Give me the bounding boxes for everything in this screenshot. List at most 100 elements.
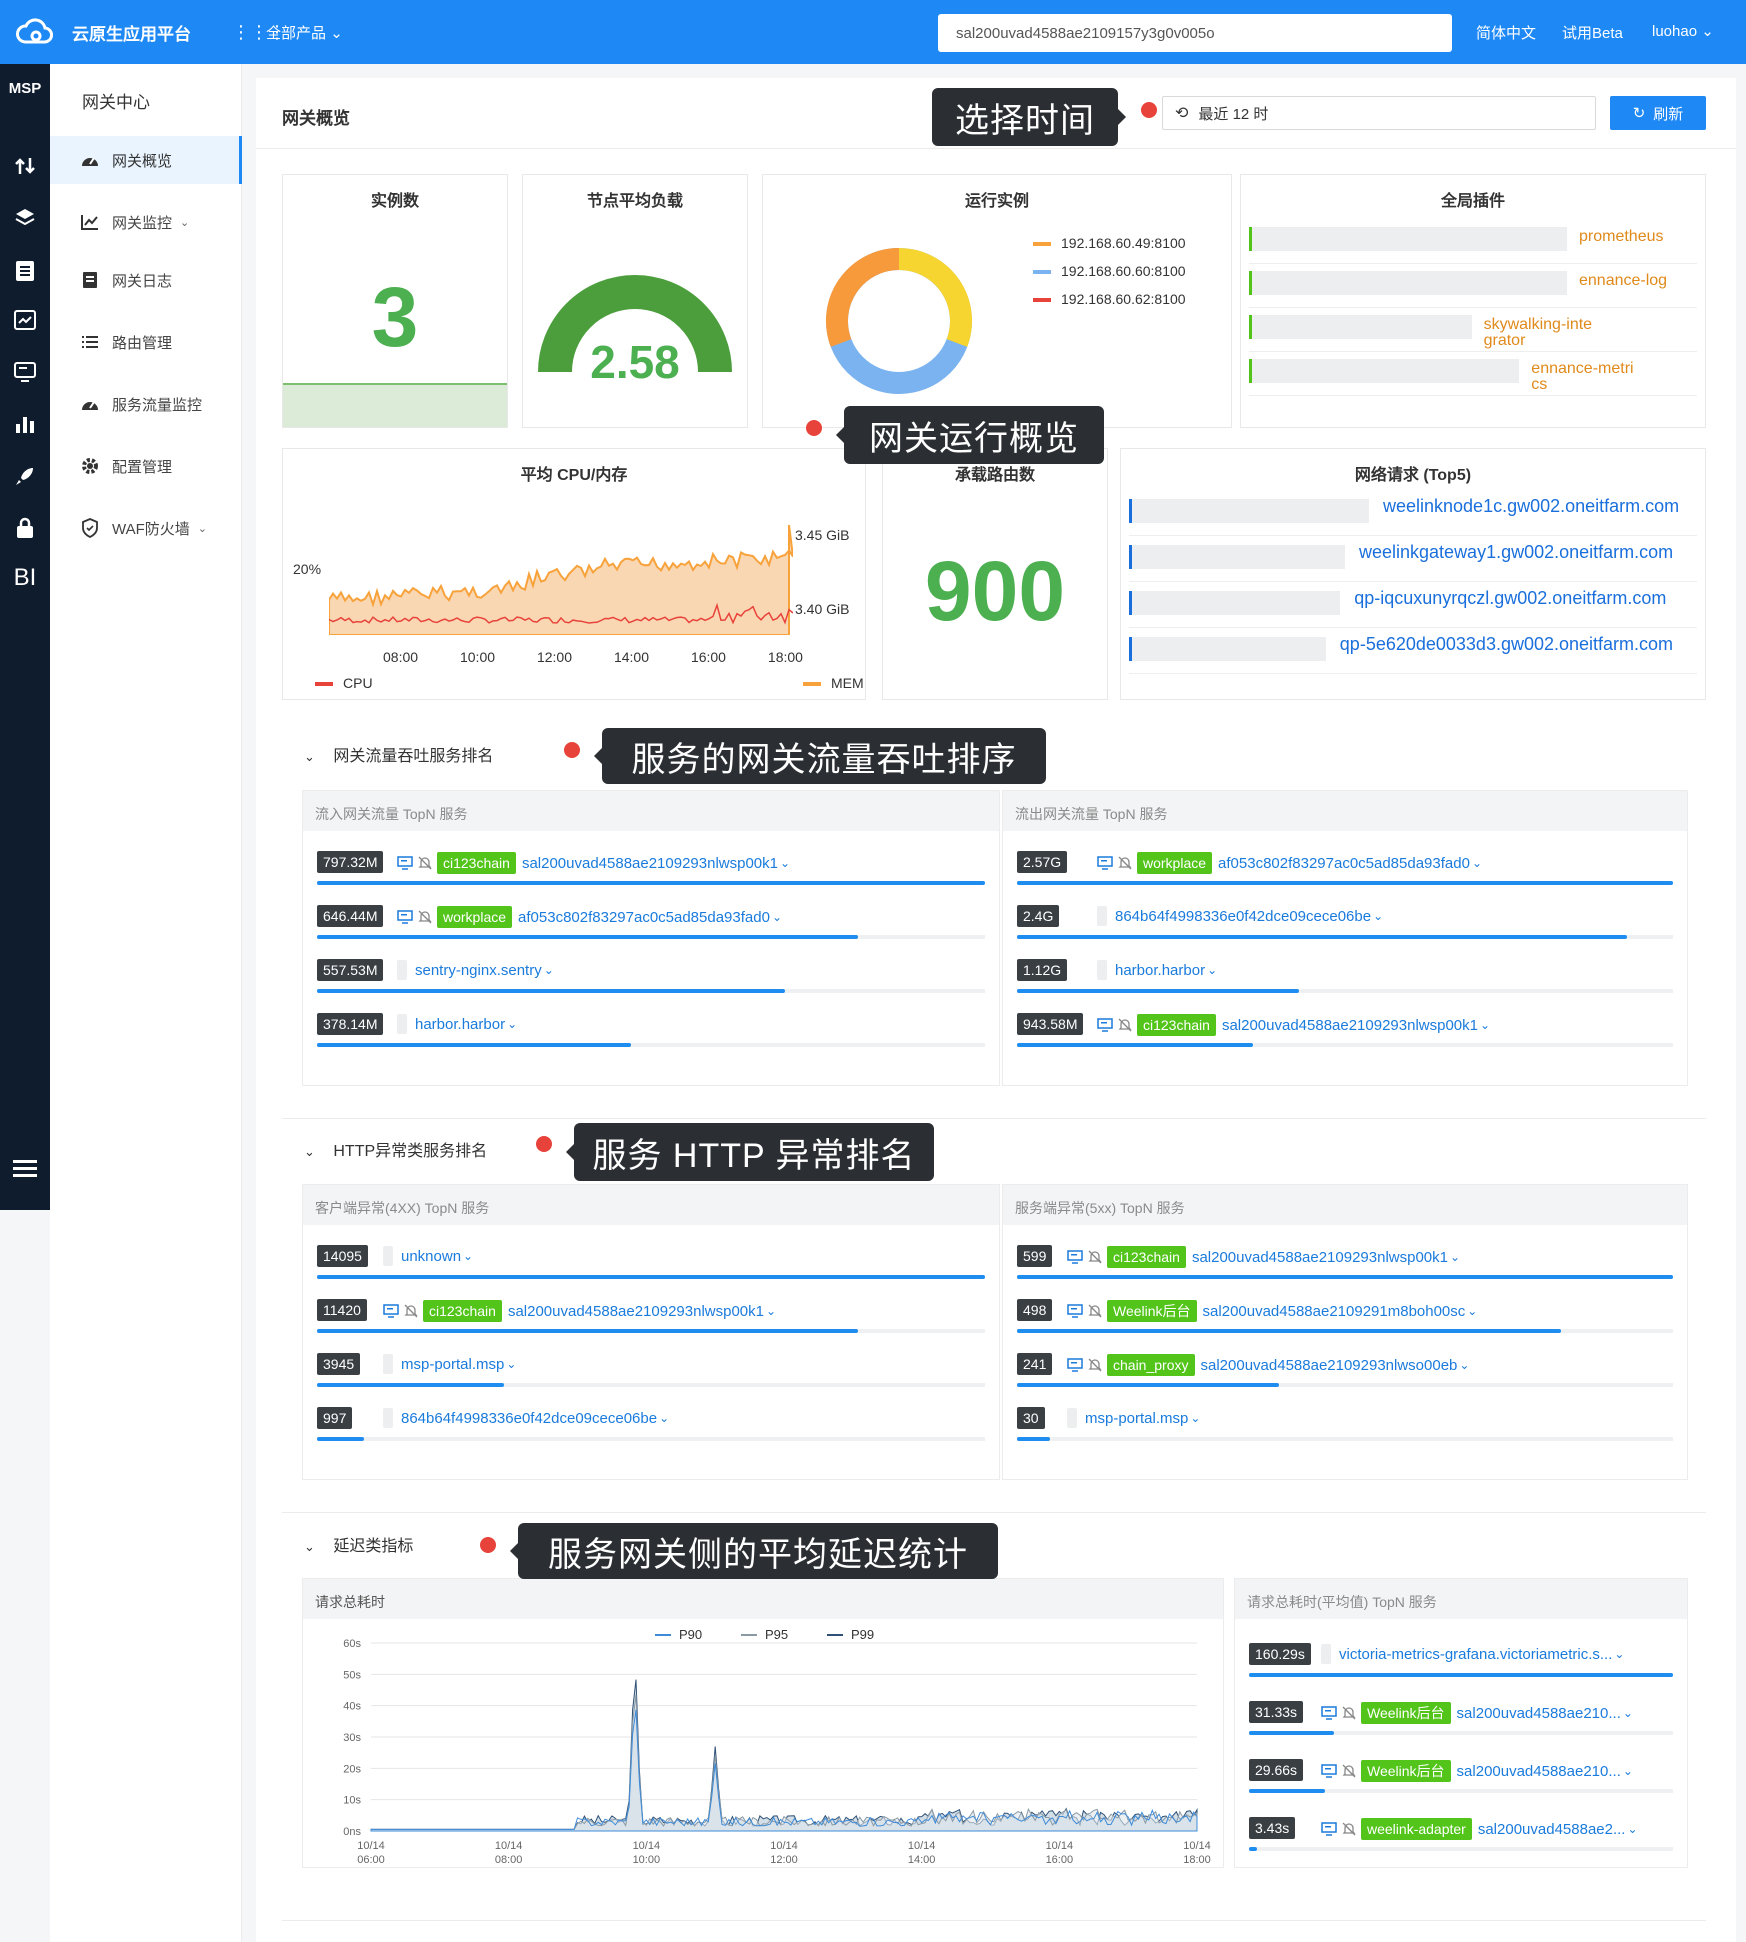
service-name-link[interactable]: sal200uvad4588ae2109293nlwsp00k1 (1191, 1248, 1448, 1266)
cloud-logo-icon[interactable] (14, 16, 56, 48)
app-title[interactable]: 云原生应用平台 (72, 25, 191, 44)
service-tag[interactable]: workplace (1137, 852, 1213, 874)
throughput-section-header[interactable]: ⌄ 网关流量吞吐服务排名 (304, 742, 493, 766)
ranked-row[interactable]: 31.33s Weelink后台 sal200uvad4588ae210... ⌄ (1249, 1693, 1673, 1747)
service-name-link[interactable]: sal200uvad4588ae210... (1456, 1704, 1621, 1722)
sidebar-item-service-traffic[interactable]: 服务流量监控 (50, 380, 242, 428)
service-name-link[interactable]: sal200uvad4588ae2109293nlwso00eb (1200, 1356, 1458, 1374)
beta-link[interactable]: 试用Beta (1562, 25, 1623, 42)
service-name-link[interactable]: sal200uvad4588ae2... (1477, 1820, 1626, 1838)
ranked-row[interactable]: 646.44M workplace af053c802f83297ac0c5ad85… (317, 897, 985, 951)
chevron-down-icon[interactable]: ⌄ (771, 910, 782, 924)
ranked-row[interactable]: 29.66s Weelink后台 sal200uvad4588ae210... ⌄ (1249, 1751, 1673, 1805)
request-bar[interactable] (1129, 499, 1369, 523)
ranked-row[interactable]: 11420 ci123chain sal200uvad4588ae2109293nl… (317, 1291, 985, 1345)
request-host[interactable]: qp-5e620de0033d3.gw002.oneitfarm.com (1339, 634, 1674, 654)
request-host[interactable]: weelinknode1c.gw002.oneitfarm.com (1383, 496, 1680, 516)
plugin-name[interactable]: ennance-metrics (1531, 360, 1634, 393)
chevron-down-icon[interactable]: ⌄ (1467, 1304, 1478, 1318)
service-name-link[interactable]: af053c802f83297ac0c5ad85da93fad0 (518, 908, 770, 926)
ranked-row[interactable]: 2.57G workplace af053c802f83297ac0c5ad85da… (1017, 843, 1673, 897)
chevron-down-icon[interactable]: ⌄ (1614, 1647, 1625, 1661)
plugin-bar[interactable] (1249, 271, 1567, 295)
chevron-down-icon[interactable]: ⌄ (507, 1017, 518, 1031)
bar-chart-icon[interactable] (0, 408, 50, 440)
ranked-row[interactable]: 3.43s weelink-adapter sal200uvad4588ae2...… (1249, 1809, 1673, 1863)
ranked-row[interactable]: 498 Weelink后台 sal200uvad4588ae2109291m8boh… (1017, 1291, 1673, 1345)
ranked-row[interactable]: 557.53M sentry-nginx.sentry ⌄ (317, 951, 985, 1005)
chevron-down-icon[interactable]: ⌄ (1207, 963, 1218, 977)
user-menu[interactable]: luohao ⌄ (1652, 22, 1714, 40)
chevron-down-icon[interactable]: ⌄ (543, 963, 554, 977)
rocket-icon[interactable] (0, 460, 50, 492)
service-name-link[interactable]: unknown (401, 1247, 462, 1265)
request-bar[interactable] (1129, 591, 1341, 615)
ranked-row[interactable]: 797.32M ci123chain sal200uvad4588ae2109293… (317, 843, 985, 897)
service-tag[interactable]: Weelink后台 (1361, 1702, 1451, 1724)
mem-legend[interactable]: MEM (803, 675, 864, 691)
service-name-link[interactable]: sal200uvad4588ae2109293nlwsp00k1 (521, 854, 778, 872)
clipboard-icon[interactable] (0, 254, 50, 286)
layers-icon[interactable] (0, 202, 50, 234)
service-name-link[interactable]: harbor.harbor (415, 1015, 506, 1033)
ranked-row[interactable]: 599 ci123chain sal200uvad4588ae2109293nlws… (1017, 1237, 1673, 1291)
service-name-link[interactable]: sal200uvad4588ae2109293nlwsp00k1 (1221, 1016, 1478, 1034)
sidebar-item-gateway-monitor[interactable]: 网关监控 ⌄ (50, 198, 242, 246)
service-tag[interactable]: ci123chain (437, 852, 516, 874)
service-name-link[interactable]: msp-portal.msp (401, 1355, 505, 1373)
ranked-row[interactable]: 160.29s victoria-metrics-grafana.victoria… (1249, 1635, 1673, 1689)
legend-label[interactable]: P99 (851, 1627, 874, 1642)
chevron-down-icon[interactable]: ⌄ (780, 856, 791, 870)
plugin-name[interactable]: prometheus (1579, 228, 1664, 245)
ranked-row[interactable]: 3945 msp-portal.msp ⌄ (317, 1345, 985, 1399)
service-name-link[interactable]: sal200uvad4588ae2109293nlwsp00k1 (507, 1302, 764, 1320)
ranked-row[interactable]: 378.14M harbor.harbor ⌄ (317, 1005, 985, 1059)
service-name-link[interactable]: 864b64f4998336e0f42dce09cece06be (401, 1409, 658, 1427)
service-name-link[interactable]: af053c802f83297ac0c5ad85da93fad0 (1218, 854, 1470, 872)
grid-icon[interactable]: ⋮⋮⋮ (232, 22, 286, 42)
chevron-down-icon[interactable]: ⌄ (766, 1304, 777, 1318)
search-input[interactable] (938, 14, 1452, 52)
service-tag[interactable]: ci123chain (1107, 1246, 1186, 1268)
chevron-down-icon[interactable]: ⌄ (1622, 1764, 1633, 1778)
sidebar-item-config-management[interactable]: 配置管理 (50, 442, 242, 490)
chevron-down-icon[interactable]: ⌄ (1627, 1822, 1638, 1836)
refresh-button[interactable]: ↻ 刷新 (1610, 96, 1706, 130)
plugin-name[interactable]: skywalking-integrator (1483, 316, 1593, 349)
chevron-down-icon[interactable]: ⌄ (1459, 1358, 1470, 1372)
chevron-down-icon[interactable]: ⌄ (1373, 909, 1384, 923)
ranked-row[interactable]: 14095 unknown ⌄ (317, 1237, 985, 1291)
cpu-legend[interactable]: CPU (315, 675, 373, 691)
plugin-bar[interactable] (1249, 359, 1520, 383)
service-name-link[interactable]: victoria-metrics-grafana.victoriametric.… (1339, 1645, 1613, 1663)
ranked-row[interactable]: 2.4G 864b64f4998336e0f42dce09cece06be ⌄ (1017, 897, 1673, 951)
chevron-down-icon[interactable]: ⌄ (506, 1357, 517, 1371)
latency-section-header[interactable]: ⌄ 延迟类指标 (304, 1532, 413, 1556)
monitor-icon[interactable] (0, 356, 50, 388)
request-host[interactable]: qp-iqcuxunyrqczl.gw002.oneitfarm.com (1354, 588, 1667, 608)
request-host[interactable]: weelinkgateway1.gw002.oneitfarm.com (1359, 542, 1674, 562)
service-tag[interactable]: Weelink后台 (1107, 1300, 1197, 1322)
chevron-down-icon[interactable]: ⌄ (1190, 1411, 1201, 1425)
service-name-link[interactable]: sal200uvad4588ae210... (1456, 1762, 1621, 1780)
http-section-header[interactable]: ⌄ HTTP异常类服务排名 (304, 1137, 487, 1161)
service-tag[interactable]: chain_proxy (1107, 1354, 1195, 1376)
sidebar-item-waf[interactable]: WAF防火墙 ⌄ (50, 504, 242, 552)
legend-item[interactable]: 192.168.60.60:8100 (1033, 257, 1186, 285)
sidebar-item-gateway-logs[interactable]: 网关日志 (50, 256, 242, 304)
service-name-link[interactable]: sentry-nginx.sentry (415, 961, 542, 979)
legend-label[interactable]: P90 (679, 1627, 702, 1642)
ranked-row[interactable]: 1.12G harbor.harbor ⌄ (1017, 951, 1673, 1005)
lock-icon[interactable] (0, 512, 50, 544)
service-tag[interactable]: weelink-adapter (1361, 1818, 1472, 1840)
plugin-bar[interactable] (1249, 227, 1567, 251)
msp-logo[interactable]: MSP (8, 80, 42, 97)
chevron-down-icon[interactable]: ⌄ (659, 1411, 670, 1425)
service-tag[interactable]: workplace (437, 906, 513, 928)
sidebar-item-gateway-overview[interactable]: 网关概览 (50, 136, 242, 184)
ranked-row[interactable]: 943.58M ci123chain sal200uvad4588ae2109293… (1017, 1005, 1673, 1059)
hamburger-icon[interactable] (0, 1152, 50, 1184)
request-bar[interactable] (1129, 545, 1345, 569)
ranked-row[interactable]: 30 msp-portal.msp ⌄ (1017, 1399, 1673, 1453)
all-products-menu[interactable]: 全部产品 ⌄ (266, 22, 343, 43)
